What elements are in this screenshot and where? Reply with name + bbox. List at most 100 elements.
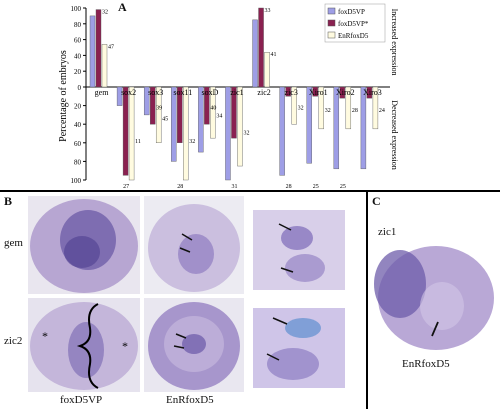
bar-count-label: 32	[243, 130, 249, 136]
bar-count-label: 47	[108, 44, 114, 50]
embryo-closeup-gem	[253, 210, 345, 290]
bar-increased	[89, 15, 96, 88]
bar-count-label: 28	[286, 184, 292, 190]
bar-increased	[252, 19, 258, 88]
bar-decreased	[171, 86, 177, 162]
right-label-increased: Increased expression	[390, 9, 399, 76]
bar-decreased	[306, 86, 312, 164]
bar-decreased	[225, 86, 231, 181]
bar-count-label: 34	[216, 114, 222, 120]
embryo-image	[148, 302, 240, 390]
arrow-icon	[179, 247, 191, 253]
bar-increased	[258, 7, 264, 88]
bar-decreased	[360, 86, 367, 170]
column-label-enrfoxd5: EnRfoxD5	[166, 394, 214, 406]
panel-divider-vertical	[366, 190, 368, 409]
y-tick-label: 100	[71, 177, 82, 185]
embryo-closeup-zic2	[253, 308, 345, 388]
legend-label: EnRfoxD5	[338, 32, 369, 40]
arrow-icon	[431, 321, 439, 337]
bar-count-label: 28	[177, 184, 183, 190]
bar-decreased	[231, 86, 237, 139]
bar-decreased	[177, 86, 183, 143]
gene-label: zic3	[285, 88, 298, 97]
bar-decreased	[237, 86, 243, 167]
legend-swatch	[327, 31, 336, 39]
column-label-foxd5vp: foxD5VP	[60, 394, 103, 406]
bar-decreased	[285, 86, 291, 97]
y-tick-label: 40	[74, 121, 82, 129]
panel-divider-horizontal	[0, 190, 500, 192]
y-tick-label: 60	[74, 37, 82, 45]
gene-label: Xiro1	[309, 88, 328, 97]
bar-count-label: 25	[313, 184, 319, 190]
embryo-image: * *	[30, 302, 138, 390]
bar-decreased	[116, 86, 123, 106]
legend-label: foxD5VP	[338, 8, 365, 16]
bar-count-label: 32	[298, 105, 304, 111]
gene-label: Xiro2	[336, 88, 355, 97]
row-label-zic2: zic2	[4, 335, 23, 347]
arrow-icon	[175, 333, 187, 339]
legend-swatch	[327, 7, 336, 15]
embryo-photo-gem-enrfoxd5	[144, 196, 244, 294]
gene-label: zic1	[230, 88, 243, 97]
arrow-icon	[278, 223, 292, 231]
legend-label: foxD5VP*	[338, 20, 369, 28]
arrow-icon	[266, 353, 280, 361]
bar-decreased	[183, 86, 189, 181]
row-label-gem: gem	[4, 237, 23, 249]
panel-c-letter: C	[372, 194, 381, 208]
bar-count-label: 45	[162, 116, 168, 122]
embryo-image	[30, 199, 138, 293]
bar-decreased	[366, 86, 373, 99]
bar-count-label: 28	[352, 108, 358, 114]
y-tick-label: 60	[74, 140, 82, 148]
bar-decreased	[155, 86, 162, 143]
panel-c-gene-label: zic1	[378, 226, 397, 238]
gene-label: sox3	[148, 88, 163, 97]
bar-count-label: 41	[271, 52, 277, 58]
gene-label: Xiro3	[363, 88, 382, 97]
arrow-icon	[181, 233, 193, 241]
bar-decreased	[312, 86, 318, 97]
y-axis-label: Percentage of embryos	[58, 50, 69, 142]
bar-increased	[264, 52, 270, 88]
closeup-image	[253, 210, 345, 290]
panel-b-letter: B	[4, 194, 13, 208]
brace-icon	[76, 303, 99, 389]
y-tick-label: 40	[74, 52, 82, 60]
bar-count-label: 27	[123, 184, 129, 190]
panel-a-letter: A	[118, 0, 127, 14]
asterisk-icon: *	[122, 339, 128, 353]
y-tick-label: 100	[71, 5, 82, 13]
panel-c-condition-label: EnRfoxD5	[402, 358, 450, 370]
bar-count-label: 31	[231, 184, 237, 190]
gene-label: soxD	[201, 88, 218, 97]
bar-decreased	[291, 86, 297, 125]
y-tick-label: 80	[74, 158, 82, 166]
bar-increased	[101, 44, 108, 88]
bar-decreased	[279, 86, 285, 176]
right-label-decreased: Decreased expression	[390, 100, 399, 170]
gene-label: sox2	[121, 88, 136, 97]
y-tick-label: 0	[78, 84, 82, 92]
bar-decreased	[198, 86, 204, 153]
asterisk-icon: *	[42, 329, 48, 343]
bar-decreased	[122, 86, 129, 176]
arrow-icon	[272, 317, 288, 325]
embryo-image	[148, 204, 240, 292]
bar-count-label: 32	[325, 108, 331, 114]
bar-count-label: 33	[265, 8, 271, 14]
bar-increased	[95, 9, 102, 88]
bar-decreased	[204, 86, 210, 125]
bar-decreased	[143, 86, 150, 116]
arrow-icon	[173, 345, 185, 349]
closeup-image	[253, 308, 345, 388]
embryo-photo-zic1-enrfoxd5	[370, 240, 498, 360]
bar-decreased	[210, 86, 216, 139]
bar-count-label: 40	[210, 105, 216, 111]
y-tick-label: 20	[74, 103, 82, 111]
bar-decreased	[149, 86, 156, 125]
embryo-image	[374, 246, 494, 350]
